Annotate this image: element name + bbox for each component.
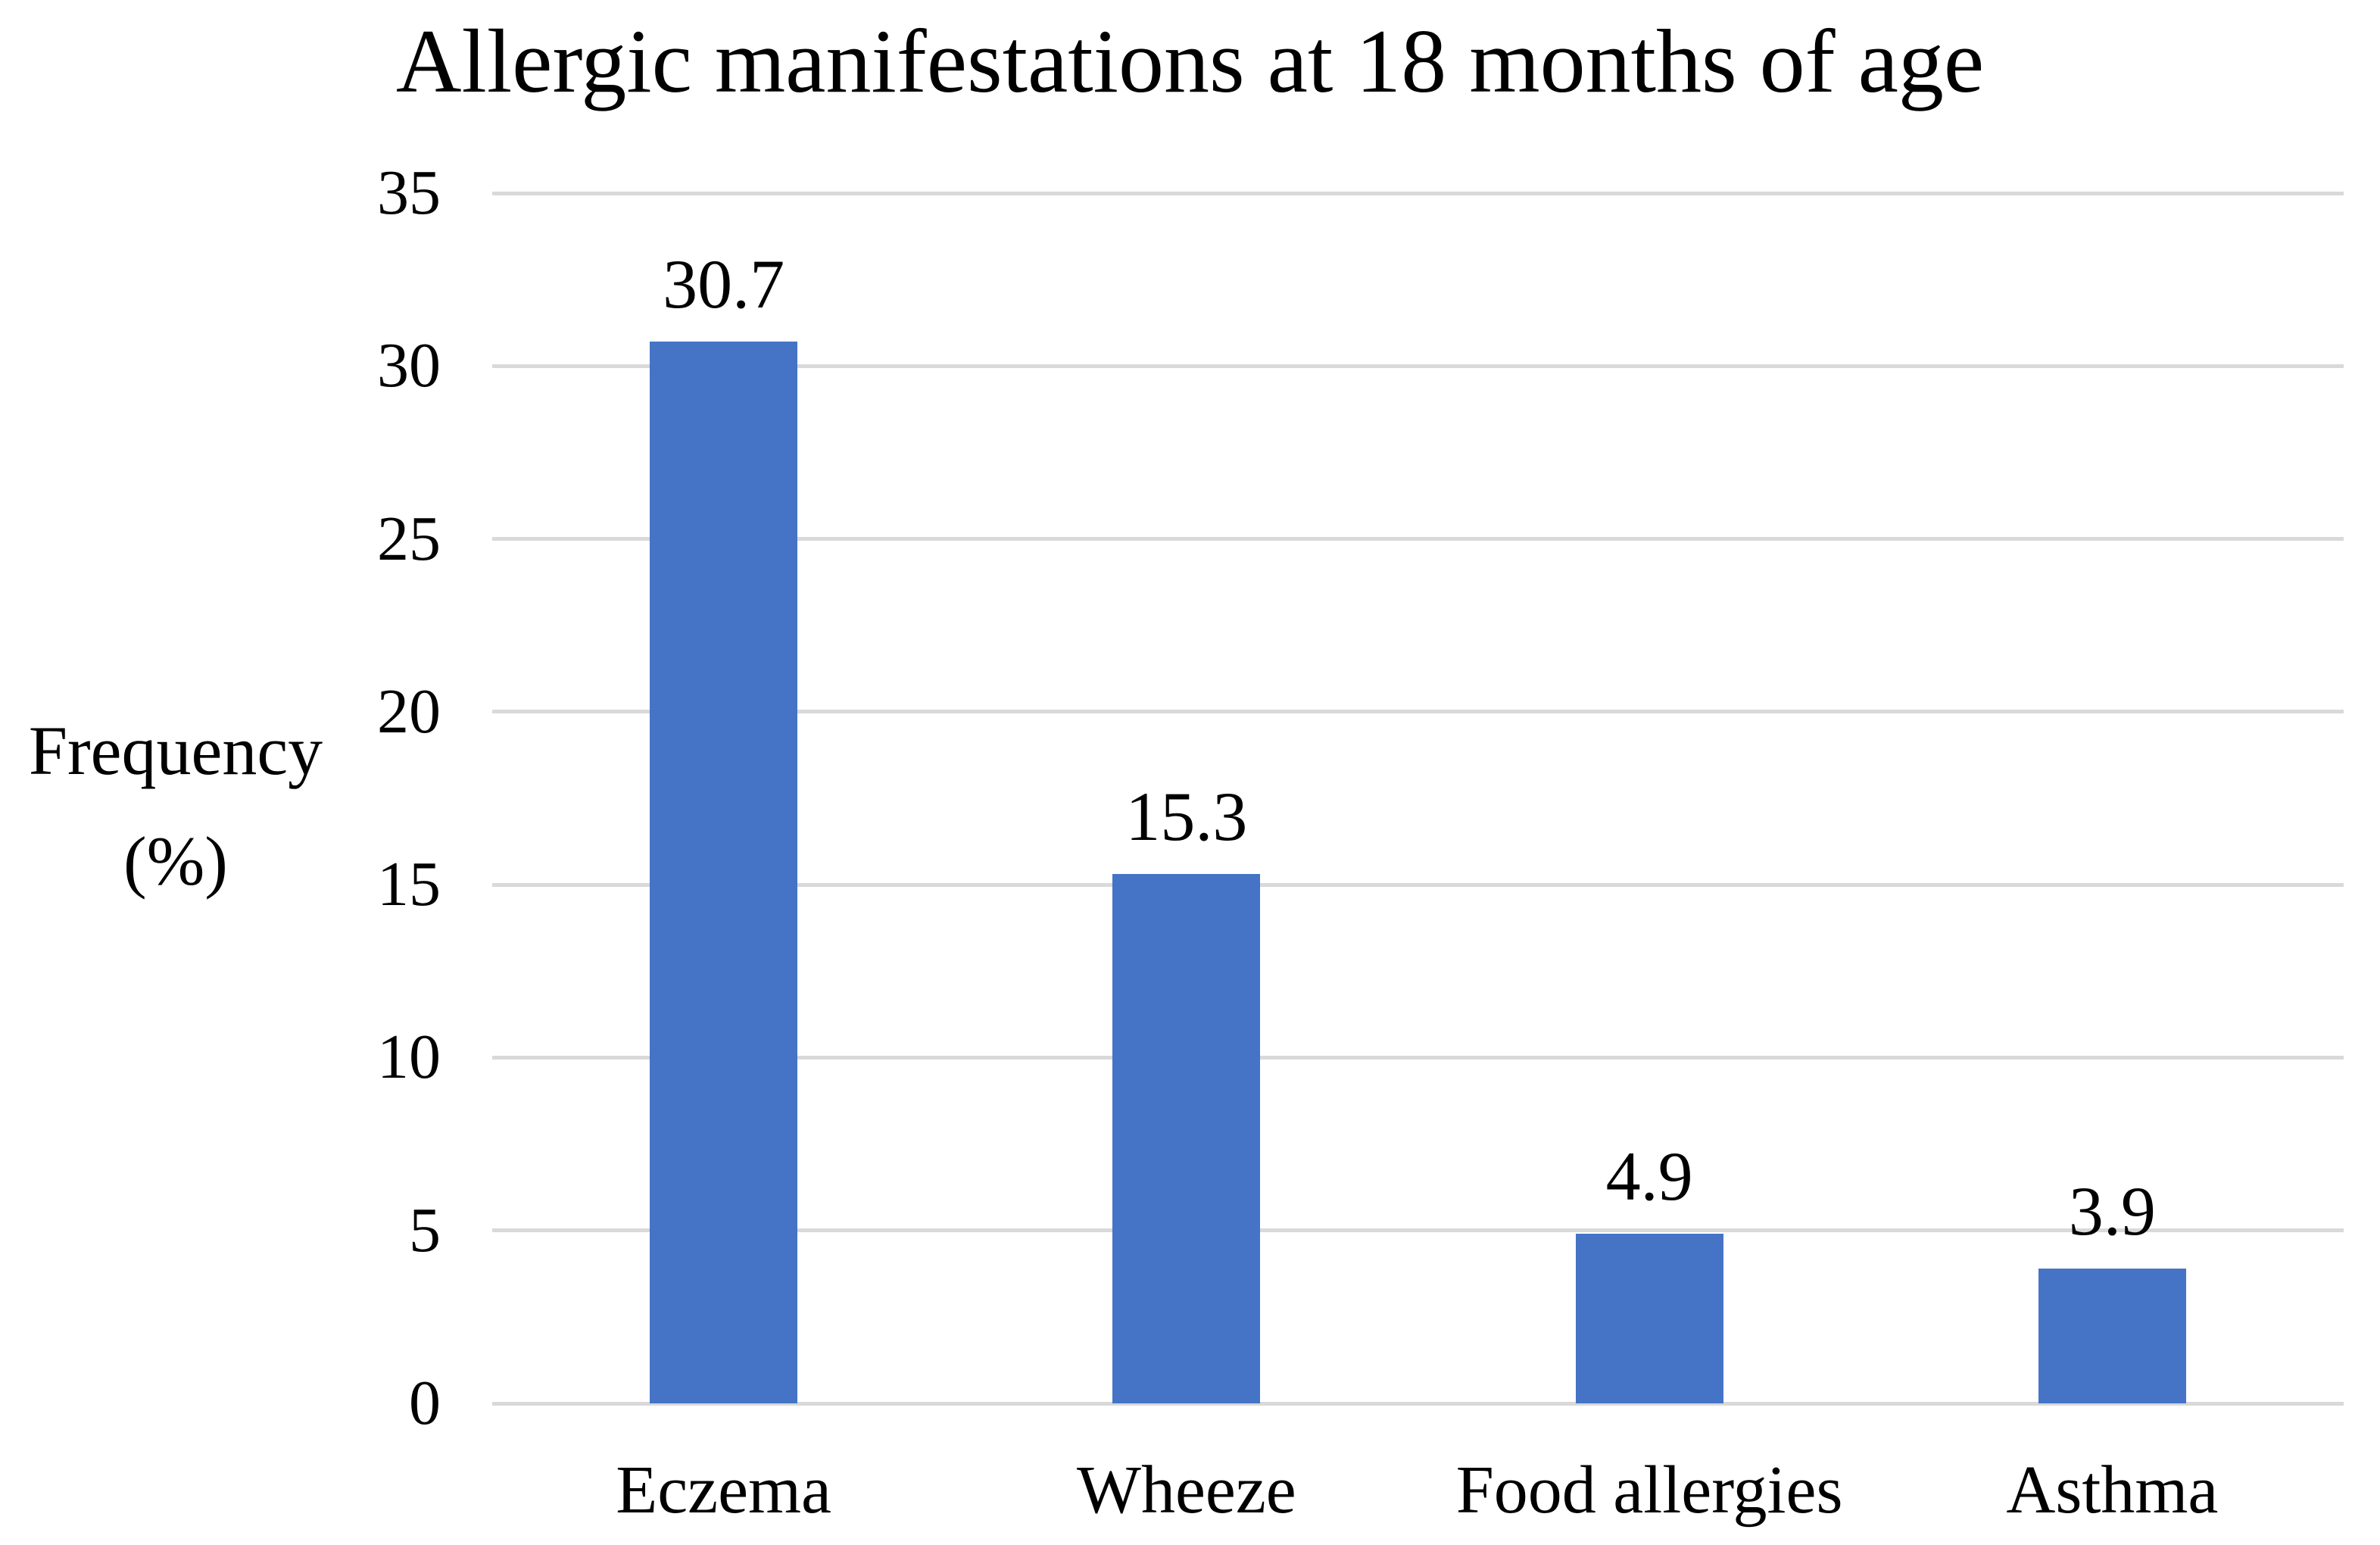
gridline-25	[492, 537, 2344, 542]
bar-value-label-asthma: 3.9	[2068, 1172, 2156, 1250]
gridline-0	[492, 1401, 2344, 1406]
x-category-label-asthma: Asthma	[2006, 1453, 2219, 1528]
bar-value-label-food-allergies: 4.9	[1605, 1138, 1693, 1216]
y-tick-label-25: 25	[377, 503, 441, 574]
gridline-15	[492, 882, 2344, 887]
y-axis-title: Frequency (%)	[11, 695, 341, 916]
bar-food-allergies	[1575, 1234, 1723, 1403]
gridline-20	[492, 710, 2344, 714]
gridline-5	[492, 1228, 2344, 1233]
y-tick-label-30: 30	[377, 330, 441, 401]
y-tick-label-10: 10	[377, 1022, 441, 1093]
bar-wheeze	[1112, 874, 1261, 1403]
x-category-label-wheeze: Wheeze	[1077, 1453, 1296, 1528]
y-tick-label-0: 0	[409, 1368, 441, 1438]
y-axis-title-line2: (%)	[123, 822, 228, 900]
x-category-label-food-allergies: Food allergies	[1455, 1453, 1843, 1528]
gridline-35	[492, 191, 2344, 195]
bar-eczema	[650, 342, 798, 1403]
y-axis-title-line1: Frequency	[28, 712, 323, 789]
bar-asthma	[2038, 1268, 2186, 1403]
gridline-30	[492, 364, 2344, 368]
y-tick-label-5: 5	[409, 1194, 441, 1266]
gridline-10	[492, 1055, 2344, 1060]
y-tick-label-15: 15	[377, 849, 441, 920]
chart-title: Allergic manifestations at 18 months of …	[395, 11, 1985, 111]
x-category-label-eczema: Eczema	[616, 1453, 831, 1528]
y-tick-label-20: 20	[377, 676, 441, 747]
plot-area: 30.7 15.3 4.9 3.9	[492, 191, 2344, 1406]
y-tick-label-35: 35	[377, 158, 441, 228]
bar-value-label-wheeze: 15.3	[1125, 778, 1248, 856]
bar-value-label-eczema: 30.7	[663, 245, 785, 323]
